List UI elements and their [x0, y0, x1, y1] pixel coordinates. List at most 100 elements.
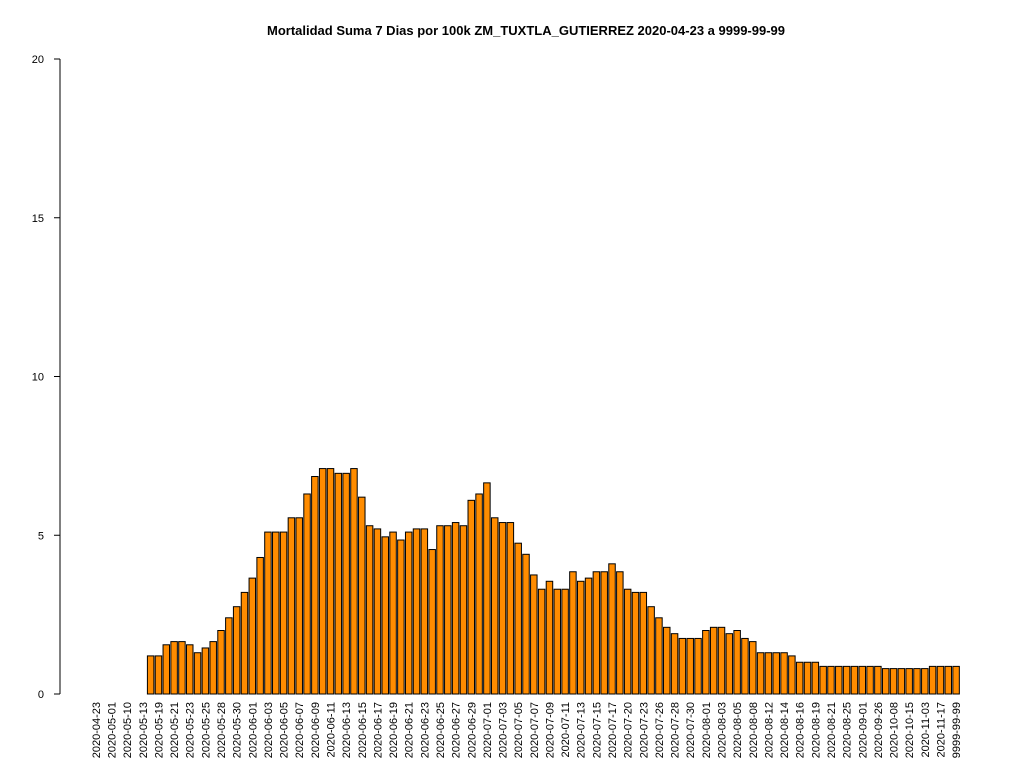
bar — [365, 525, 374, 695]
bar — [631, 591, 640, 695]
bar — [295, 517, 303, 695]
bar — [889, 668, 898, 695]
bar — [537, 588, 546, 695]
x-tick-label: 2020-06-03 — [263, 702, 275, 758]
bar — [467, 499, 476, 695]
x-tick-label: 2020-07-07 — [529, 702, 541, 758]
y-tick-label: 10 — [32, 372, 44, 384]
x-tick-label: 2020-05-25 — [200, 702, 212, 758]
bar — [819, 665, 827, 695]
x-tick-label: 2020-07-26 — [654, 702, 666, 758]
bar — [694, 637, 702, 695]
x-tick-label: 2020-07-09 — [544, 702, 556, 758]
bar — [358, 496, 366, 695]
bar — [146, 655, 155, 695]
bar — [240, 591, 249, 695]
bar — [186, 644, 194, 695]
bar — [702, 630, 710, 695]
bar — [232, 606, 241, 695]
bar — [201, 647, 210, 695]
bar — [616, 571, 624, 695]
bar — [780, 652, 788, 695]
x-tick-label: 2020-05-01 — [107, 702, 119, 758]
x-tick-label: 2020-11-17 — [935, 702, 947, 757]
x-tick-label: 2020-05-10 — [122, 702, 134, 758]
bar — [725, 633, 734, 695]
bar — [397, 539, 405, 695]
bar — [709, 626, 718, 695]
y-tick-label: 15 — [32, 213, 44, 225]
bar — [897, 668, 906, 695]
x-tick-label: 2020-07-03 — [498, 702, 510, 758]
bar — [420, 528, 429, 695]
x-tick-label: 2020-08-05 — [732, 702, 744, 758]
bar — [663, 626, 671, 695]
bar — [334, 472, 343, 695]
x-tick-label: 2020-06-01 — [247, 702, 259, 758]
bar — [741, 637, 749, 695]
x-tick-label: 2020-09-01 — [857, 702, 869, 758]
bar — [256, 556, 264, 695]
x-tick-label: 2020-08-16 — [795, 702, 807, 758]
x-tick-label: 2020-08-12 — [763, 702, 775, 758]
bar — [170, 641, 178, 695]
x-tick-label: 2020-07-11 — [560, 702, 572, 757]
x-tick-label: 2020-05-13 — [138, 702, 150, 758]
bar — [686, 637, 694, 695]
bar — [530, 574, 538, 695]
bar — [647, 606, 655, 695]
bar — [303, 493, 311, 695]
x-tick-label: 2020-08-08 — [748, 702, 760, 758]
bar — [428, 549, 436, 695]
bar — [623, 588, 632, 695]
bar — [522, 553, 530, 695]
x-tick-label: 2020-06-23 — [419, 702, 431, 758]
chart-title: Mortalidad Suma 7 Dias por 100k ZM_TUXTL… — [267, 23, 785, 38]
x-tick-label: 2020-04-23 — [91, 702, 103, 758]
x-tick-label: 2020-07-05 — [513, 702, 525, 758]
bar — [905, 668, 913, 695]
x-tick-label: 2020-07-20 — [623, 702, 635, 758]
bar — [498, 522, 507, 695]
x-tick-label: 2020-08-25 — [842, 702, 854, 758]
x-tick-label: 2020-05-30 — [232, 702, 244, 758]
x-tick-label: 2020-06-27 — [451, 702, 463, 758]
x-tick-label: 2020-06-25 — [435, 702, 447, 758]
bar — [639, 591, 648, 695]
x-tick-label: 2020-05-28 — [216, 702, 228, 758]
bar — [311, 476, 319, 695]
bar — [827, 665, 835, 695]
bar — [913, 668, 921, 695]
x-tick-label: 2020-08-19 — [810, 702, 822, 758]
bar — [764, 652, 773, 695]
bar — [561, 588, 569, 695]
bar — [866, 665, 874, 695]
bar — [717, 626, 726, 695]
x-tick-label: 2020-10-15 — [904, 702, 916, 758]
bar — [217, 630, 225, 695]
y-tick-label: 20 — [32, 54, 44, 66]
x-tick-label: 2020-10-08 — [889, 702, 901, 758]
bar — [772, 652, 780, 695]
bar — [850, 665, 859, 695]
bar — [576, 580, 585, 695]
bar — [592, 571, 601, 695]
bar — [795, 661, 804, 695]
bar — [506, 522, 515, 695]
bar — [451, 522, 460, 695]
x-tick-label: 2020-05-23 — [185, 702, 197, 758]
bar — [209, 641, 217, 695]
x-tick-label: 2020-08-01 — [701, 702, 713, 758]
x-tick-label: 2020-06-15 — [357, 702, 369, 758]
bar — [553, 588, 562, 695]
bar — [756, 652, 765, 695]
bar — [475, 493, 483, 695]
bar — [928, 665, 937, 695]
bar — [858, 665, 866, 695]
x-tick-label: 2020-07-17 — [607, 702, 619, 758]
x-tick-label: 2020-07-15 — [591, 702, 603, 758]
x-tick-label: 2020-08-21 — [826, 702, 838, 758]
bar — [279, 531, 288, 695]
bar — [444, 525, 452, 695]
